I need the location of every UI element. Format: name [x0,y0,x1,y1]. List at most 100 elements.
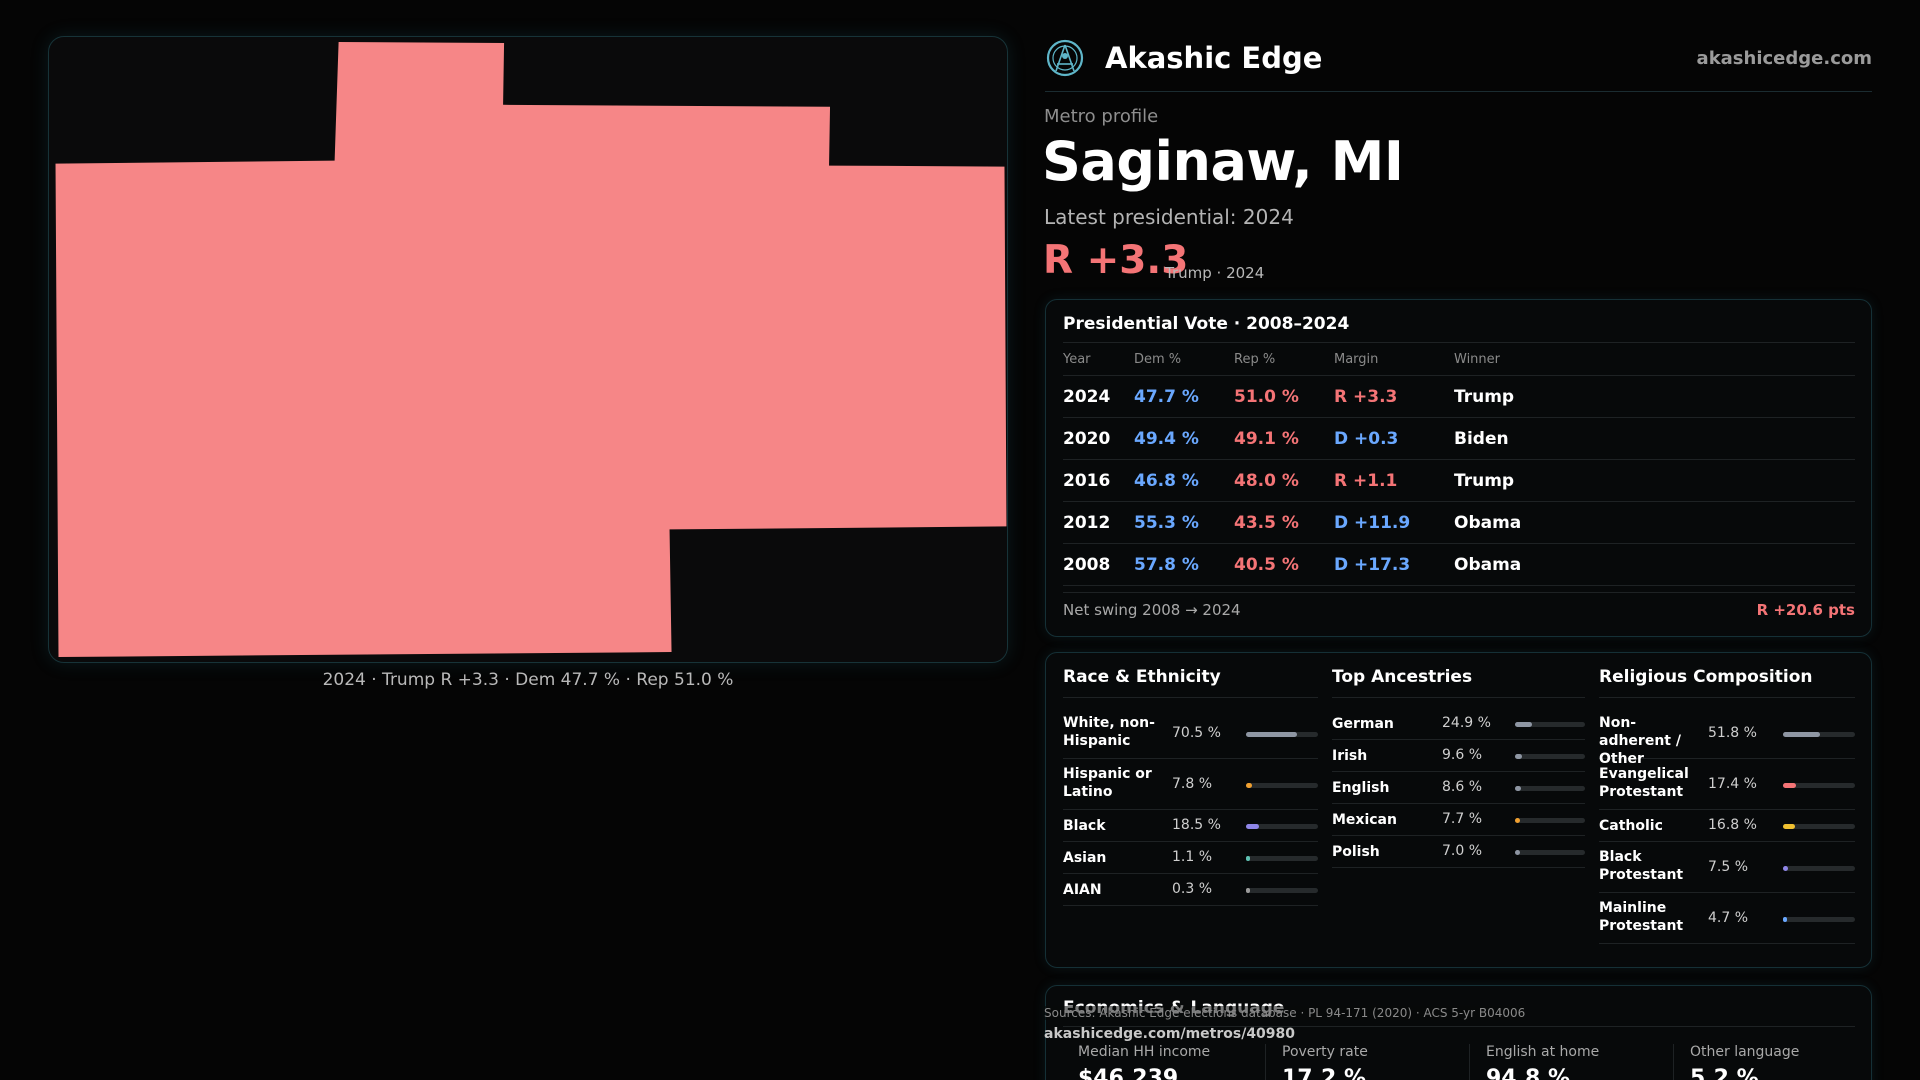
brand-name[interactable]: Akashic Edge [1105,41,1323,75]
item-bar [1515,850,1585,855]
item-bar-fill [1246,782,1252,788]
list-item: Hispanic or Latino 7.8 % [1063,759,1318,810]
item-percent: 17.4 % [1708,775,1757,792]
row-rep: 49.1 % [1234,429,1299,449]
latest-margin: R +3.3 [1043,238,1189,283]
table-row: 2020 49.4 % 49.1 % D +0.3 Biden [1063,418,1855,460]
item-label: German [1332,716,1394,732]
item-percent: 7.0 % [1442,843,1483,859]
item-label: Polish [1332,844,1380,860]
item-bar [1783,865,1855,871]
item-bar [1515,754,1585,759]
list-item: AIAN 0.3 % [1063,874,1318,906]
list-item: Mainline Protestant 4.7 % [1599,893,1855,944]
item-percent: 8.6 % [1442,779,1483,795]
race-ethnicity-section: Race & Ethnicity White, non-Hispanic 70.5… [1063,667,1318,906]
econ-value: 5.2 % [1690,1066,1759,1080]
item-label: Black Protestant [1599,849,1684,883]
county-shape[interactable] [55,41,1007,658]
item-bar [1246,888,1318,893]
row-year: 2020 [1063,429,1111,449]
list-item: Evangelical Protestant 17.4 % [1599,759,1855,810]
item-bar [1783,824,1855,829]
row-margin: R +3.3 [1334,387,1398,407]
header-margin: Margin [1334,352,1379,367]
econ-cell-poverty: Poverty rate 17.2 % [1265,1044,1455,1080]
row-year: 2012 [1063,513,1111,533]
map-caption: 2024 · Trump R +3.3 · Dem 47.7 % · Rep 5… [322,670,734,690]
row-margin: D +0.3 [1334,429,1399,449]
metro-label: Metro profile [1044,106,1159,127]
atom-logo-icon[interactable] [1045,38,1085,78]
item-bar-fill [1515,722,1533,727]
row-dem: 57.8 % [1134,555,1199,575]
item-bar-fill [1515,818,1521,823]
item-percent: 7.5 % [1708,858,1749,875]
list-item: English 8.6 % [1332,772,1585,804]
econ-value: 17.2 % [1282,1066,1366,1080]
item-percent: 4.7 % [1708,909,1749,926]
item-bar [1783,916,1855,922]
econ-value: $46,239 [1078,1066,1179,1080]
item-label: Catholic [1599,818,1663,834]
sources-note: Sources: Akashic Edge elections database… [1044,1006,1526,1020]
item-bar [1515,722,1585,727]
list-item: German 24.9 % [1332,708,1585,740]
item-label: Mexican [1332,812,1397,828]
header-rep: Rep % [1234,352,1276,367]
divider [1063,1026,1855,1027]
row-winner: Obama [1454,555,1522,575]
row-winner: Obama [1454,513,1522,533]
item-bar-fill [1246,824,1260,829]
item-bar [1515,818,1585,823]
row-rep: 43.5 % [1234,513,1299,533]
table-row: 2016 46.8 % 48.0 % R +1.1 Trump [1063,460,1855,502]
item-label: White, non-Hispanic [1063,715,1155,749]
item-bar [1246,856,1318,861]
religion-list: Non-adherent / Other 51.8 % Evangelical Pr… [1599,708,1855,944]
latest-margin-subtitle: Trump · 2024 [1165,264,1265,282]
list-item: Asian 1.1 % [1063,842,1318,874]
table-row: 2008 57.8 % 40.5 % D +17.3 Obama [1063,544,1855,586]
item-label: Black [1063,818,1106,834]
religion-title: Religious Composition [1599,667,1855,698]
item-bar-fill [1515,754,1522,759]
brand-url[interactable]: akashicedge.com [1696,48,1872,69]
list-item: White, non-Hispanic 70.5 % [1063,708,1318,759]
ancestry-list: German 24.9 % Irish 9.6 % English 8.6 % Mexica… [1332,708,1585,868]
race-ethnicity-title: Race & Ethnicity [1063,667,1318,698]
item-percent: 16.8 % [1708,817,1757,833]
race-list: White, non-Hispanic 70.5 % Hispanic or Lat… [1063,708,1318,906]
item-bar-fill [1246,888,1250,893]
econ-cell-median-income: Median HH income $46,239 [1063,1044,1253,1080]
presidential-vote-card: Presidential Vote · 2008–2024 Year Dem %… [1045,299,1872,637]
vote-table-header: Year Dem % Rep % Margin Winner [1063,342,1855,376]
item-bar [1246,824,1318,829]
ancestries-title: Top Ancestries [1332,667,1585,698]
demographics-card: Race & Ethnicity White, non-Hispanic 70.5… [1045,652,1872,968]
econ-cell-other-language: Other language 5.2 % [1673,1044,1863,1080]
item-bar-fill [1515,850,1520,855]
row-dem: 47.7 % [1134,387,1199,407]
econ-label: Poverty rate [1282,1044,1368,1060]
row-winner: Trump [1454,471,1515,491]
source-url-link[interactable]: akashicedge.com/metros/40980 [1044,1026,1296,1042]
list-item: Non-adherent / Other 51.8 % [1599,708,1855,767]
list-item: Mexican 7.7 % [1332,804,1585,836]
item-bar-fill [1246,731,1297,737]
county-map[interactable] [48,36,1008,663]
row-year: 2008 [1063,555,1111,575]
net-swing-value: R +20.6 pts [1756,601,1855,619]
row-rep: 48.0 % [1234,471,1299,491]
item-label: Mainline Protestant [1599,900,1684,934]
page-title: Saginaw, MI [1042,130,1404,193]
item-bar [1246,731,1318,737]
item-percent: 1.1 % [1172,849,1213,865]
item-label: Non-adherent / Other [1599,715,1681,767]
ancestries-section: Top Ancestries German 24.9 % Irish 9.6 % Eng… [1332,667,1585,868]
item-bar-fill [1783,865,1789,871]
item-percent: 9.6 % [1442,747,1483,763]
item-percent: 70.5 % [1172,724,1221,741]
row-margin: D +17.3 [1334,555,1411,575]
row-winner: Trump [1454,387,1515,407]
